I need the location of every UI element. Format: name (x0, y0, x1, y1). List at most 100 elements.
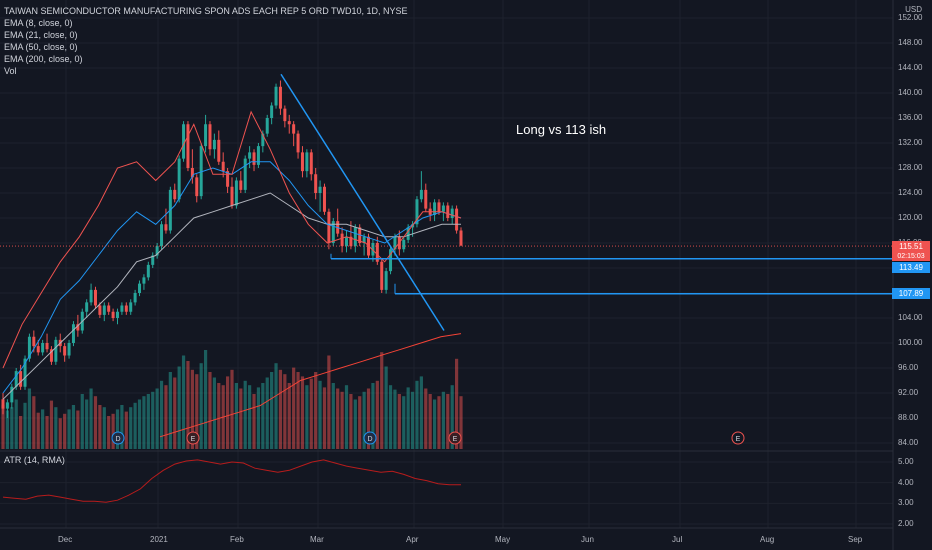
price-axis-label: 100.00 (898, 338, 923, 347)
volume-bar (437, 396, 441, 449)
candle-body (63, 346, 67, 356)
atr-legend[interactable]: ATR (14, RMA) (4, 455, 65, 465)
candle-body (45, 343, 49, 350)
volume-bar (19, 416, 23, 449)
candle-body (177, 158, 181, 200)
candle-body (292, 124, 296, 134)
volume-bar (287, 383, 291, 449)
candlesticks (1, 80, 463, 418)
candle-body (419, 189, 423, 200)
candle-body (173, 189, 177, 200)
text-annotation[interactable]: Long vs 113 ish (516, 122, 607, 137)
candle-body (305, 152, 309, 172)
price-axis-label: 132.00 (898, 138, 923, 147)
candle-body (226, 171, 230, 187)
price-axis-label: 92.00 (898, 388, 919, 397)
candle-body (349, 236, 353, 247)
price-axis-label: 120.00 (898, 213, 923, 222)
volume-bar (309, 378, 313, 449)
volume-bar (274, 363, 278, 449)
candle-body (151, 255, 155, 265)
candle-body (459, 230, 463, 246)
volume-bar (111, 413, 115, 449)
candle-body (142, 277, 146, 284)
volume-bar (349, 394, 353, 449)
volume-bar (428, 394, 432, 449)
candle-body (318, 186, 322, 193)
candle-body (424, 189, 428, 209)
volume-bar (410, 391, 415, 449)
atr-axis-label: 4.00 (898, 477, 914, 487)
volume-bar (261, 383, 265, 449)
atr-pane (0, 459, 893, 525)
currency-label[interactable]: USD (905, 5, 922, 14)
volume-bar (252, 394, 256, 449)
volume-bar (296, 372, 300, 449)
candle-body (283, 108, 287, 122)
candle-body (375, 243, 379, 262)
event-marker-label: D (367, 436, 372, 443)
candle-body (186, 124, 190, 168)
legend-ema-21[interactable]: EMA (21, close, 0) (4, 30, 78, 40)
volume-bar (190, 369, 194, 449)
volume-bar (432, 399, 437, 449)
volume-bar (230, 369, 234, 449)
volume-bar (186, 361, 190, 449)
candle-body (437, 202, 441, 212)
price-axis-label: 128.00 (898, 163, 923, 172)
time-axis-label: May (495, 535, 511, 544)
volume-bar (375, 380, 379, 449)
candle-body (190, 168, 194, 178)
candle-body (155, 246, 159, 256)
price-axis-label: 152.00 (898, 13, 923, 22)
candle-body (234, 180, 238, 206)
volume-bar (278, 369, 283, 449)
price-axis-label: 148.00 (898, 38, 923, 47)
candle-body (217, 139, 221, 162)
volume-bar (314, 372, 318, 449)
volume-bar (27, 388, 32, 449)
candle-body (182, 124, 186, 159)
candle-body (116, 311, 119, 318)
volume-bar (459, 396, 463, 449)
level-tag-113: 113.49 (892, 262, 930, 273)
candle-body (138, 283, 142, 293)
volume-bar (45, 416, 49, 449)
volume-bar (133, 402, 137, 449)
candle-body (1, 399, 5, 409)
candle-body (85, 302, 89, 312)
time-axis-label: Dec (58, 535, 73, 544)
event-marker-d (363, 431, 377, 445)
legend-ema-50[interactable]: EMA (50, close, 0) (4, 42, 78, 52)
candle-body (252, 152, 256, 165)
volume-bar (340, 391, 344, 449)
volume-bar (239, 388, 243, 449)
trend-line (280, 73, 445, 331)
volume-bar (322, 387, 327, 449)
candle-body (248, 152, 252, 159)
volume-bar (49, 400, 54, 449)
candle-body (256, 146, 260, 165)
candle-body (23, 358, 27, 387)
symbol-title[interactable]: TAIWAN SEMICONDUCTOR MANUFACTURING SPON … (4, 6, 408, 16)
candle-body (433, 202, 437, 215)
time-axis-label: Apr (406, 535, 419, 544)
atr-axis-label: 3.00 (898, 498, 914, 508)
candle-body (389, 249, 393, 272)
volume-bar (5, 410, 10, 449)
legend-ema-200[interactable]: EMA (200, close, 0) (4, 54, 83, 64)
volume-bar (164, 385, 168, 449)
candle-body (278, 86, 282, 109)
legend-volume[interactable]: Vol (4, 66, 17, 76)
volume-bar (225, 376, 230, 449)
volume-bar (36, 412, 40, 449)
candle-body (204, 124, 208, 147)
volume-bar (93, 396, 98, 449)
volume-bar (137, 399, 142, 449)
legend-ema-8[interactable]: EMA (8, close, 0) (4, 18, 73, 28)
event-marker-e (448, 431, 462, 445)
candle-body (41, 343, 45, 353)
volume-bar (397, 394, 401, 449)
